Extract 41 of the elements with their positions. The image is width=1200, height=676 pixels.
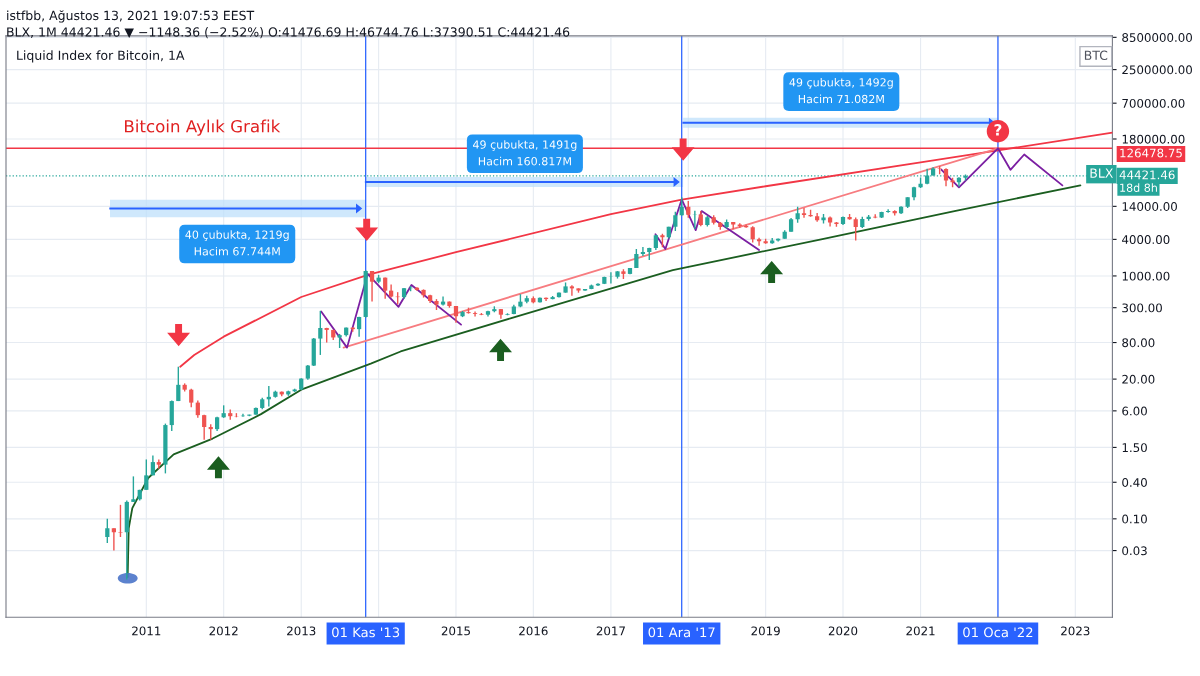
x-tick-label: 2011 [132, 626, 161, 636]
annotation: 40 çubukta, 1219g Hacim 67.744M [185, 230, 289, 256]
chart-title: istfbb, Ağustos 13, 2021 19:07:53 EEST [7, 10, 255, 23]
y-tick-label: 1000.00 [1122, 271, 1170, 281]
y-tick-label: 1.50 [1122, 443, 1147, 453]
text: 18d 8h [1120, 183, 1157, 192]
x-tick-label: 2015 [441, 626, 470, 636]
y-tick-label: 0.03 [1122, 546, 1147, 556]
y-tick-label: 2500000.00 [1122, 65, 1192, 75]
y-tick-label: 0.40 [1122, 477, 1147, 487]
ref-line-label: 126478.75 [1120, 148, 1182, 158]
ref-line-label: 01 Oca '22 [963, 627, 1033, 638]
annotation: ? [994, 124, 1002, 136]
x-tick-label: 2021 [906, 626, 935, 636]
y-tick-label: 8500000.00 [1122, 33, 1192, 42]
y-tick-label: 180000.00 [1122, 134, 1185, 144]
y-tick-label: 80.00 [1122, 338, 1155, 348]
annotation: 49 çubukta, 1491g Hacim 160.817M [472, 140, 577, 166]
x-tick-label: 2019 [751, 626, 780, 636]
x-tick-label: 2017 [596, 626, 625, 636]
x-tick-label: 2020 [828, 626, 858, 636]
y-tick-label: 300.00 [1122, 303, 1162, 313]
x-tick-label: 2012 [209, 626, 238, 636]
y-tick-label: 700000.00 [1122, 98, 1185, 108]
ref-line-label: 01 Ara '17 [648, 627, 715, 638]
y-tick-label: 20.00 [1122, 374, 1155, 384]
ref-line-label: 44421.46 [1119, 170, 1175, 180]
annotation: 49 çubukta, 1492g Hacim 71.082M [789, 77, 893, 104]
annotation: BTC [1084, 50, 1108, 61]
y-tick-label: 0.10 [1122, 514, 1147, 524]
ref-line-label: 01 Kas '13 [332, 627, 400, 638]
x-tick-label: 2023 [1061, 626, 1090, 636]
annotation: Liquid Index for Bitcoin, 1A [17, 50, 185, 63]
y-tick-label: 6.00 [1122, 406, 1147, 416]
annotation: BLX [1090, 168, 1113, 178]
y-tick-label: 14000.00 [1122, 202, 1177, 211]
y-tick-label: 4000.00 [1122, 235, 1170, 245]
x-tick-label: 2016 [519, 626, 548, 636]
x-tick-label: 2013 [287, 626, 316, 636]
annotation: Bitcoin Aylık Grafik [125, 119, 281, 136]
chart-subtitle: BLX, 1M 44421.46 ▼ −1148.36 (−2.52%) O:41476.69 H:46744.76 L:37390.51 C:44421.46 [7, 27, 570, 39]
